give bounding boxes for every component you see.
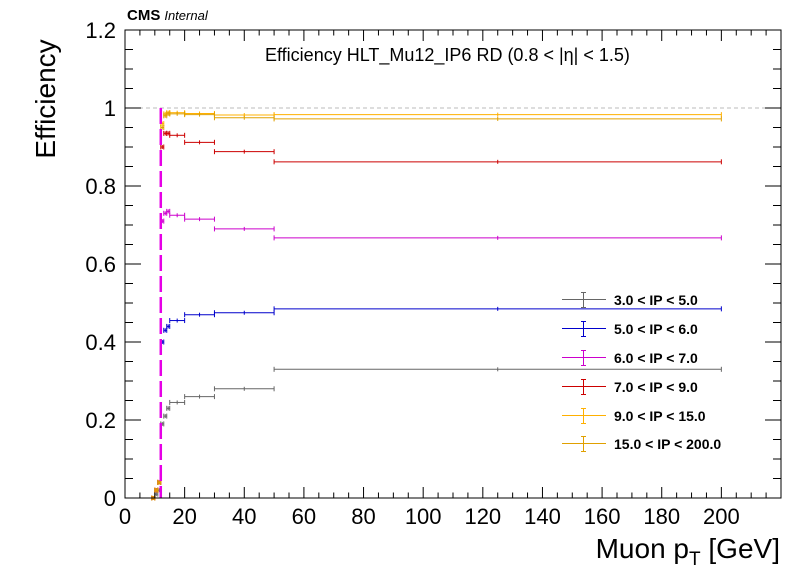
x-axis-label: Muon pT [GeV] [596,533,780,571]
x-axis-label-unit: [GeV] [700,533,780,564]
plot-title: Efficiency HLT_Mu12_IP6 RD (0.8 < |η| < … [265,45,630,65]
legend-entry: 6.0 < IP < 7.0 [562,344,721,373]
legend-label: 15.0 < IP < 200.0 [614,436,722,453]
y-tick-label: 0.6 [85,252,116,277]
legend-marker [562,377,606,397]
x-tick-label: 40 [232,504,256,529]
y-tick-label: 0.2 [85,408,116,433]
legend-label: 7.0 < IP < 9.0 [614,378,698,395]
x-axis-label-main: Muon p [595,533,690,564]
data-series [151,108,722,501]
y-axis-label: Efficiency [30,39,61,159]
series-6 [151,111,722,501]
x-axis-label-sub: T [689,549,701,570]
y-tick-label: 1 [104,96,116,121]
legend-label: 3.0 < IP < 5.0 [614,292,698,309]
x-tick-label: 160 [584,504,621,529]
status-label: Internal [164,8,208,23]
legend-label: 9.0 < IP < 15.0 [614,407,706,424]
y-tick-label: 0 [104,486,116,511]
plot-frame: 0 20 40 60 80 100 120 140 160 180 200 0 0.2 0.4 0.6 0.8… [85,18,782,529]
legend-entry: 9.0 < IP < 15.0 [562,401,721,430]
legend-marker [562,406,606,426]
x-tick-label: 200 [703,504,740,529]
x-tick-label: 80 [351,504,375,529]
legend-entry: 3.0 < IP < 5.0 [562,286,721,315]
legend-marker [562,290,606,310]
experiment-label: CMS [127,7,161,24]
legend-marker [562,348,606,368]
legend-marker [562,319,606,339]
x-tick-label: 20 [172,504,196,529]
legend-entry: 7.0 < IP < 9.0 [562,372,721,401]
x-tick-label: 100 [405,504,442,529]
y-tick-label: 0.4 [85,330,116,355]
y-tick-label: 0.8 [85,174,116,199]
legend: 3.0 < IP < 5.0 5.0 < IP < 6.0 6.0 < IP < 7… [562,286,721,459]
x-tick-label: 120 [464,504,501,529]
legend-entry: 5.0 < IP < 6.0 [562,315,721,344]
legend-marker [562,434,606,454]
legend-label: 6.0 < IP < 7.0 [614,349,698,366]
x-tick-label: 180 [643,504,680,529]
cms-label: CMS Internal [127,7,208,24]
x-tick-label: 60 [292,504,316,529]
y-tick-label: 1.2 [85,18,116,43]
legend-entry: 15.0 < IP < 200.0 [562,430,721,459]
legend-label: 5.0 < IP < 6.0 [614,321,698,338]
x-tick-label: 0 [119,504,131,529]
x-tick-label: 140 [524,504,561,529]
